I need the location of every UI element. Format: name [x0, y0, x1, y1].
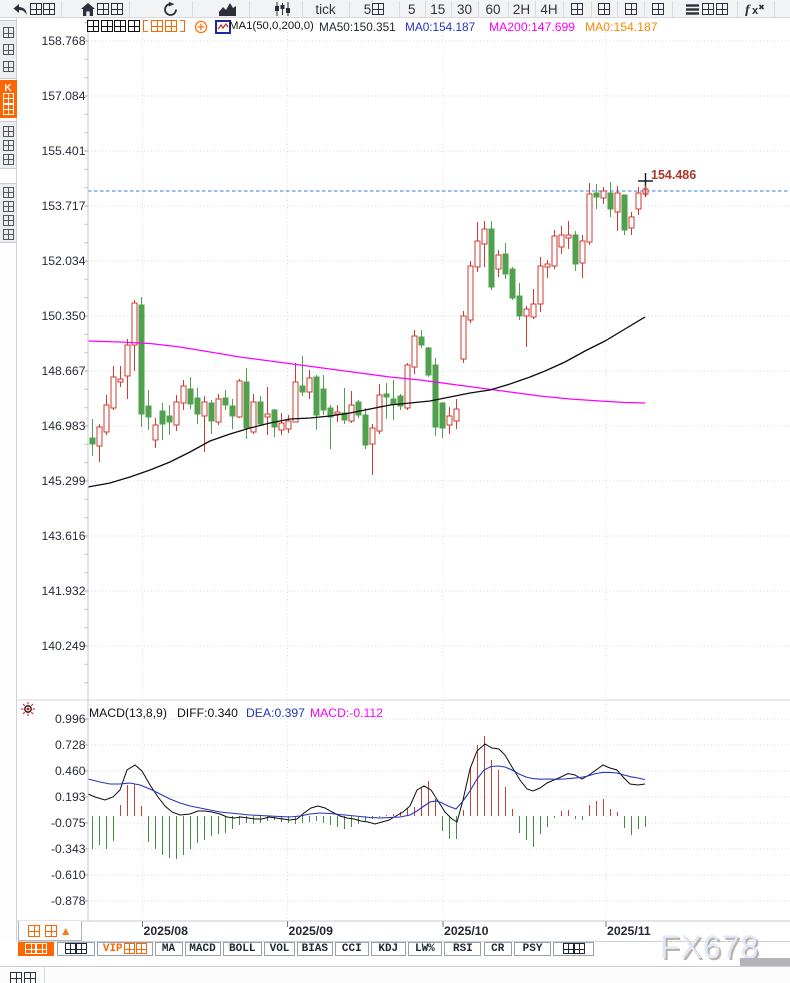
svg-text:2025/08: 2025/08: [144, 924, 189, 938]
svg-text:0.996: 0.996: [55, 712, 86, 726]
svg-text:150.350: 150.350: [41, 309, 85, 323]
svg-text:154.486: 154.486: [651, 168, 696, 182]
svg-text:153.717: 153.717: [41, 199, 85, 213]
svg-text:158.768: 158.768: [41, 34, 85, 48]
svg-text:-0.343: -0.343: [51, 842, 86, 856]
svg-text:146.983: 146.983: [41, 419, 85, 433]
svg-text:-0.610: -0.610: [51, 868, 86, 882]
svg-text:145.299: 145.299: [41, 474, 85, 488]
svg-text:0.728: 0.728: [55, 738, 86, 752]
svg-text:152.034: 152.034: [41, 254, 85, 268]
svg-text:2025/10: 2025/10: [444, 924, 489, 938]
svg-text:0.193: 0.193: [55, 790, 86, 804]
svg-text:-0.075: -0.075: [51, 816, 86, 830]
svg-text:148.667: 148.667: [41, 364, 85, 378]
svg-text:140.249: 140.249: [41, 639, 85, 653]
svg-text:143.616: 143.616: [41, 529, 85, 543]
svg-text:0.460: 0.460: [55, 764, 86, 778]
svg-text:155.401: 155.401: [41, 144, 85, 158]
svg-text:2025/11: 2025/11: [607, 924, 651, 938]
svg-text:2025/09: 2025/09: [289, 924, 334, 938]
svg-text:157.084: 157.084: [41, 89, 85, 103]
svg-text:f: f: [745, 3, 751, 16]
svg-text:x: x: [752, 5, 759, 16]
svg-text:141.932: 141.932: [41, 584, 85, 598]
svg-text:-0.878: -0.878: [51, 894, 86, 908]
